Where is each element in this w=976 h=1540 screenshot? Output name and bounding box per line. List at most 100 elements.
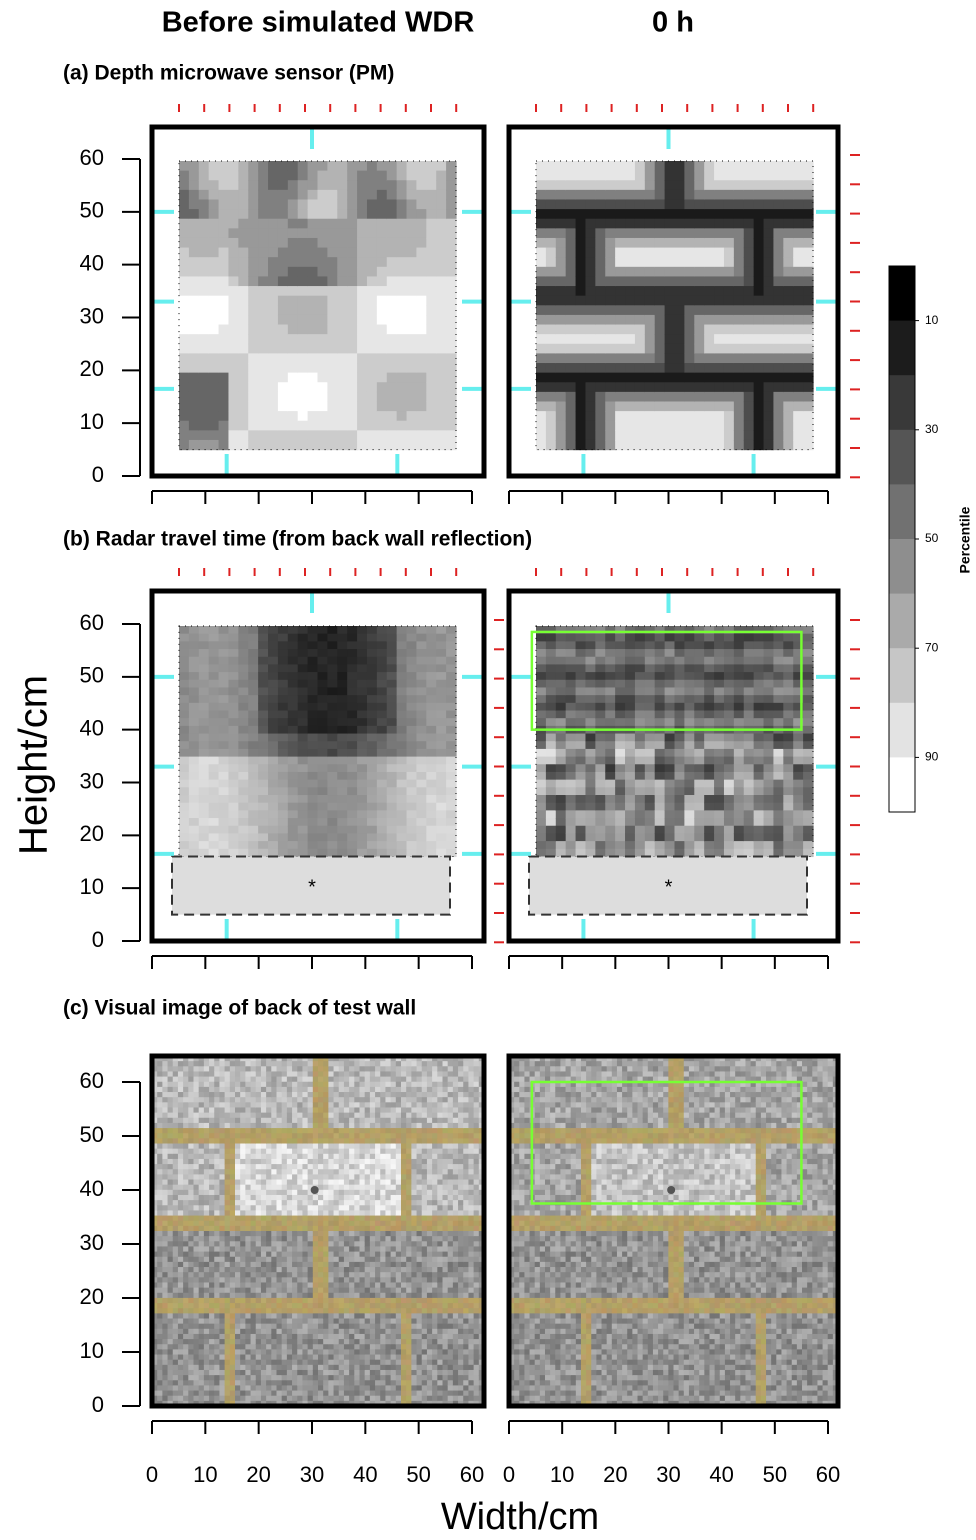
photo-pixel: [214, 1329, 220, 1335]
photo-pixel: [251, 1319, 257, 1325]
heatmap-cell: [298, 672, 308, 680]
heatmap-cell: [645, 305, 655, 315]
heatmap-cell: [288, 353, 298, 363]
heatmap-cell: [426, 171, 436, 181]
heatmap-cell: [615, 209, 625, 219]
heatmap-cell: [773, 334, 783, 344]
heatmap-cell: [625, 363, 635, 373]
heatmap-cell: [278, 392, 288, 402]
heatmap-cell: [665, 649, 675, 657]
photo-pixel: [240, 1066, 246, 1072]
heatmap-cell: [308, 833, 318, 841]
heatmap-cell: [704, 711, 714, 719]
heatmap-cell: [347, 649, 357, 657]
heatmap-cell: [219, 657, 229, 665]
heatmap-cell: [248, 257, 258, 267]
photo-pixel: [178, 1282, 184, 1288]
heatmap-cell: [426, 257, 436, 267]
heatmap-cell: [635, 795, 645, 803]
heatmap-cell: [744, 772, 754, 780]
photo-pixel: [162, 1262, 168, 1268]
photo-pixel: [230, 1355, 236, 1361]
heatmap-cell: [566, 219, 576, 229]
photo-pixel: [235, 1257, 241, 1263]
heatmap-cell: [576, 382, 586, 392]
photo-pixel: [204, 1319, 210, 1325]
photo-pixel: [230, 1200, 236, 1206]
photo-pixel: [199, 1329, 205, 1335]
heatmap-cell: [635, 757, 645, 765]
heatmap-cell: [764, 734, 774, 742]
y-tick-label: 30: [80, 768, 104, 793]
photo-pixel: [245, 1380, 251, 1386]
heatmap-cell: [625, 833, 635, 841]
heatmap-cell: [793, 344, 803, 354]
heatmap-cell: [426, 382, 436, 392]
heatmap-cell: [298, 334, 308, 344]
heatmap-cell: [783, 703, 793, 711]
heatmap-cell: [397, 199, 407, 209]
heatmap-cell: [357, 687, 367, 695]
photo-pixel: [157, 1061, 163, 1067]
heatmap-cell: [724, 787, 734, 795]
heatmap-cell: [199, 833, 209, 841]
heatmap-cell: [228, 810, 238, 818]
heatmap-cell: [724, 718, 734, 726]
heatmap-cell: [764, 440, 774, 450]
photo-pixel: [199, 1391, 205, 1397]
heatmap-cell: [347, 373, 357, 383]
heatmap-cell: [426, 634, 436, 642]
heatmap-cell: [209, 818, 219, 826]
heatmap-cell: [615, 286, 625, 296]
heatmap-cell: [209, 641, 219, 649]
photo-pixel: [214, 1241, 220, 1247]
heatmap-cell: [347, 795, 357, 803]
photo-pixel: [173, 1319, 179, 1325]
heatmap-cell: [546, 649, 556, 657]
heatmap-cell: [407, 401, 417, 411]
heatmap-cell: [278, 286, 288, 296]
heatmap-cell: [645, 421, 655, 431]
heatmap-cell: [446, 325, 456, 335]
heatmap-cell: [655, 228, 665, 238]
heatmap-cell: [694, 430, 704, 440]
heatmap-cell: [704, 810, 714, 818]
heatmap-cell: [793, 171, 803, 181]
heatmap-cell: [189, 672, 199, 680]
heatmap-cell: [684, 411, 694, 421]
heatmap-cell: [268, 276, 278, 286]
heatmap-cell: [327, 296, 337, 306]
heatmap-cell: [357, 680, 367, 688]
photo-pixel: [173, 1375, 179, 1381]
heatmap-cell: [209, 315, 219, 325]
photo-pixel: [209, 1293, 215, 1299]
photo-pixel: [173, 1061, 179, 1067]
photo-pixel: [178, 1118, 184, 1124]
heatmap-cell: [228, 199, 238, 209]
heatmap-cell: [764, 818, 774, 826]
heatmap-cell: [199, 764, 209, 772]
heatmap-cell: [387, 749, 397, 757]
photo-pixel: [199, 1087, 205, 1093]
heatmap-cell: [734, 772, 744, 780]
photo-pixel: [245, 1360, 251, 1366]
heatmap-cell: [566, 315, 576, 325]
photo-pixel: [214, 1396, 220, 1402]
heatmap-cell: [357, 841, 367, 849]
photo-pixel: [194, 1097, 200, 1103]
photo-pixel: [157, 1365, 163, 1371]
heatmap-cell: [773, 286, 783, 296]
heatmap-cell: [337, 180, 347, 190]
heatmap-cell: [248, 772, 258, 780]
heatmap-cell: [416, 286, 426, 296]
heatmap-cell: [387, 703, 397, 711]
heatmap-cell: [556, 305, 566, 315]
heatmap-cell: [367, 180, 377, 190]
photo-pixel: [183, 1391, 189, 1397]
heatmap-cell: [189, 826, 199, 834]
x-axis-label: Width/cm: [441, 1496, 599, 1538]
photo-pixel: [225, 1113, 231, 1119]
heatmap-cell: [724, 286, 734, 296]
heatmap-cell: [744, 401, 754, 411]
heatmap-cell: [615, 818, 625, 826]
